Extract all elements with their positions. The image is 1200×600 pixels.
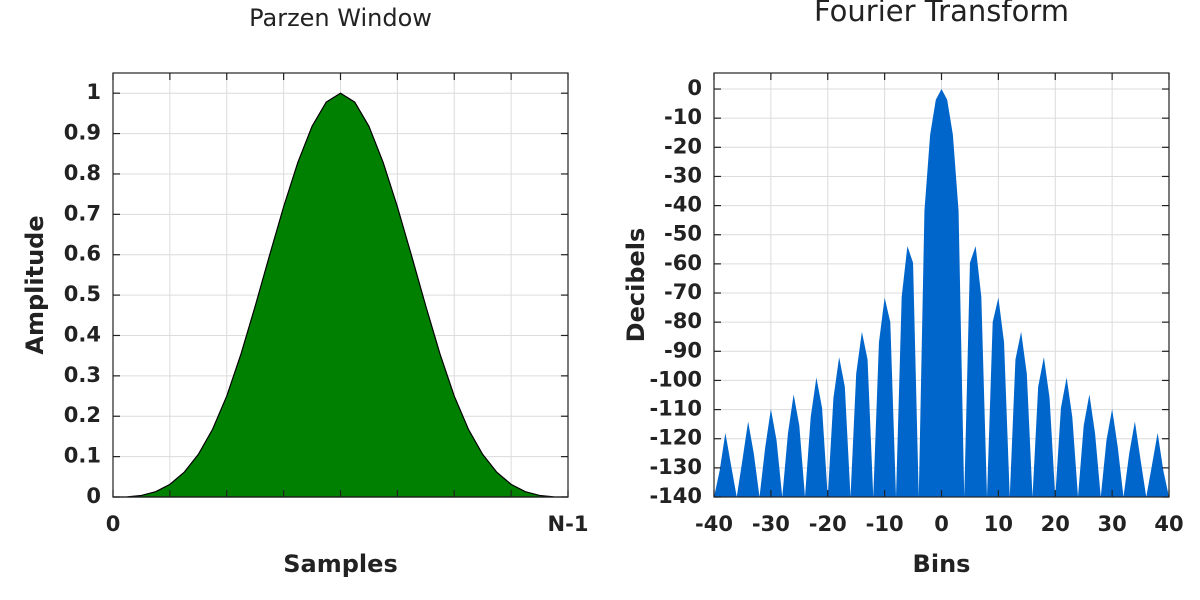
area	[714, 89, 1169, 497]
y-tick-label: -30	[664, 163, 702, 187]
y-tick-label: 0	[687, 76, 702, 100]
x-tick-label: 20	[1041, 512, 1070, 536]
plot-frame	[713, 72, 1170, 498]
y-axis-label: Decibels	[622, 228, 650, 343]
x-tick-label: 0	[106, 512, 121, 536]
x-axis-label: Bins	[913, 550, 971, 578]
y-tick-label: 0.3	[64, 363, 101, 387]
y-tick-label: 0	[86, 484, 101, 508]
y-tick-label: 0.7	[64, 201, 101, 225]
x-tick-label: -40	[695, 512, 733, 536]
y-tick-label: -20	[664, 134, 702, 158]
x-tick-label: N-1	[548, 512, 589, 536]
y-tick-label: 0.5	[64, 282, 101, 306]
x-tick-label: -30	[752, 512, 790, 536]
y-tick-label: 0.9	[64, 121, 101, 145]
y-tick-label: 0.4	[64, 322, 101, 346]
y-tick-label: -70	[664, 280, 702, 304]
y-tick-label: -60	[664, 251, 702, 275]
y-tick-label: 0.6	[64, 242, 101, 266]
y-tick-label: -140	[649, 484, 702, 508]
y-tick-label: 0.2	[64, 403, 101, 427]
y-tick-label: -100	[649, 367, 702, 391]
x-tick-label: 10	[984, 512, 1013, 536]
x-tick-label: 40	[1154, 512, 1183, 536]
y-tick-label: -50	[664, 222, 702, 246]
chart-title: Parzen Window	[249, 4, 432, 32]
chart-title: Fourier Transform	[814, 0, 1069, 28]
x-tick-label: 0	[934, 512, 949, 536]
y-tick-label: 0.1	[64, 444, 101, 468]
y-tick-label: -120	[649, 426, 702, 450]
x-axis-label: Samples	[283, 550, 397, 578]
x-tick-label: -20	[809, 512, 847, 536]
y-tick-label: -110	[649, 397, 702, 421]
y-tick-label: -80	[664, 309, 702, 333]
x-tick-label: -10	[866, 512, 904, 536]
y-tick-label: -10	[664, 105, 702, 129]
y-tick-label: 1	[86, 80, 101, 104]
y-tick-label: 0.8	[64, 161, 101, 185]
y-tick-label: -90	[664, 338, 702, 362]
area	[112, 92, 569, 498]
y-tick-label: -130	[649, 455, 702, 479]
x-tick-label: 30	[1098, 512, 1127, 536]
plot-frame	[112, 72, 569, 498]
y-tick-label: -40	[664, 193, 702, 217]
y-axis-label: Amplitude	[21, 215, 49, 354]
